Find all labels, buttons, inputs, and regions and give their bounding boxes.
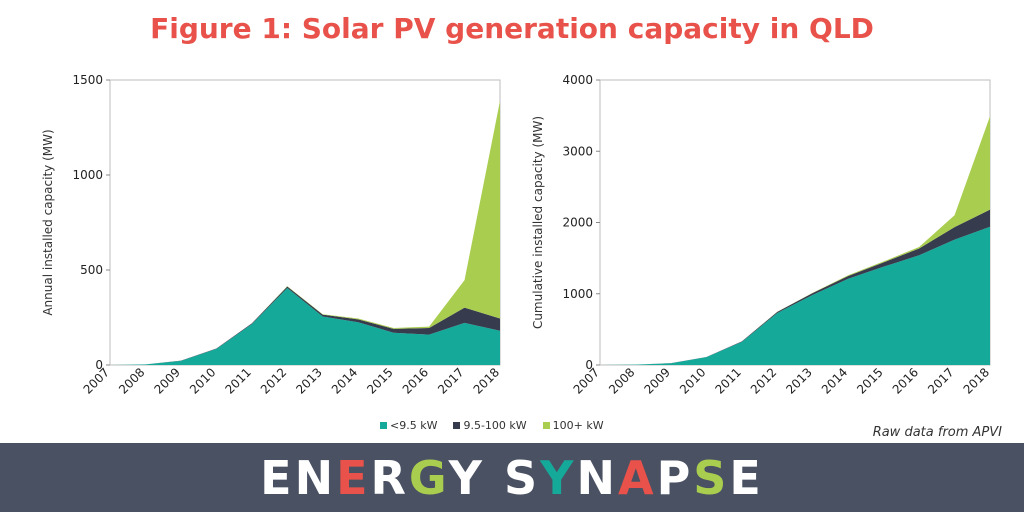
x-tick-label: 2013: [293, 365, 324, 396]
figure-title: Figure 1: Solar PV generation capacity i…: [150, 12, 874, 45]
x-tick-label: 2008: [116, 365, 147, 396]
x-tick-label: 2017: [435, 365, 466, 396]
brand-letter: A: [617, 450, 657, 505]
legend-label: <9.5 kW: [390, 419, 438, 432]
x-tick-label: 2012: [258, 365, 289, 396]
legend-item: 100+ kW: [542, 419, 604, 432]
legend-swatch: [380, 422, 387, 429]
x-tick-label: 2013: [783, 365, 814, 396]
y-tick-label: 1000: [562, 287, 593, 301]
brand-letter: E: [260, 450, 295, 505]
x-tick-label: 2010: [677, 365, 708, 396]
area-series-1: [110, 288, 500, 365]
brand-letter: P: [656, 450, 694, 505]
brand-letter: Y: [448, 450, 485, 505]
legend-item: 9.5-100 kW: [453, 419, 527, 432]
brand-letter: E: [336, 450, 371, 505]
brand-letter: G: [408, 450, 449, 505]
x-tick-label: 2010: [187, 365, 218, 396]
x-tick-label: 2015: [854, 365, 885, 396]
y-axis-title: Annual installed capacity (MW): [41, 129, 55, 315]
area-series-1: [600, 226, 990, 365]
brand-letter: N: [576, 450, 618, 505]
x-tick-label: 2018: [961, 365, 992, 396]
legend-item: <9.5 kW: [380, 419, 437, 432]
y-tick-label: 0: [585, 358, 593, 372]
x-tick-label: 2011: [222, 365, 253, 396]
x-tick-label: 2008: [606, 365, 637, 396]
x-tick-label: 2018: [471, 365, 502, 396]
y-axis-title: Cumulative installed capacity (MW): [531, 116, 545, 329]
y-tick-label: 1000: [72, 168, 103, 182]
x-tick-label: 2009: [152, 365, 183, 396]
y-tick-label: 2000: [562, 216, 593, 230]
legend-swatch: [542, 422, 550, 429]
y-tick-label: 500: [80, 263, 103, 277]
legend: <9.5 kW 9.5-100 kW 100+ kW: [380, 419, 604, 432]
x-tick-label: 2017: [925, 365, 956, 396]
x-tick-label: 2007: [81, 365, 112, 396]
brand-letter: [485, 451, 504, 505]
brand-letter: S: [693, 450, 730, 505]
brand-letter: Y: [540, 450, 577, 505]
area-series-2: [110, 286, 500, 365]
x-tick-label: 2016: [890, 365, 921, 396]
annual-capacity-chart: 0 500 1000 1500 2007 2008 2009 2010 2011 2012 2013…: [41, 73, 502, 397]
y-tick-label: 1500: [72, 73, 103, 87]
x-tick-label: 2009: [642, 365, 673, 396]
y-tick-label: 3000: [562, 144, 593, 158]
source-note: Raw data from APVI: [872, 425, 1002, 440]
brand-letter: R: [370, 450, 409, 505]
legend-label: 9.5-100 kW: [463, 419, 527, 432]
legend-label: 100+ kW: [552, 419, 604, 432]
x-tick-label: 2014: [819, 365, 850, 396]
x-tick-label: 2007: [571, 365, 602, 396]
x-tick-label: 2011: [712, 365, 743, 396]
legend-swatch: [453, 422, 461, 429]
y-tick-label: 4000: [562, 73, 593, 87]
x-tick-label: 2016: [400, 365, 431, 396]
brand-letter: S: [504, 450, 541, 505]
x-tick-label: 2015: [364, 365, 395, 396]
brand-logo: ENERGY SYNAPSE: [260, 451, 764, 505]
x-tick-label: 2014: [329, 365, 360, 396]
footer-banner: ENERGY SYNAPSE: [0, 443, 1024, 512]
brand-letter: E: [729, 450, 764, 505]
y-tick-label: 0: [95, 358, 103, 372]
brand-letter: N: [294, 450, 337, 505]
x-tick-label: 2012: [748, 365, 779, 396]
